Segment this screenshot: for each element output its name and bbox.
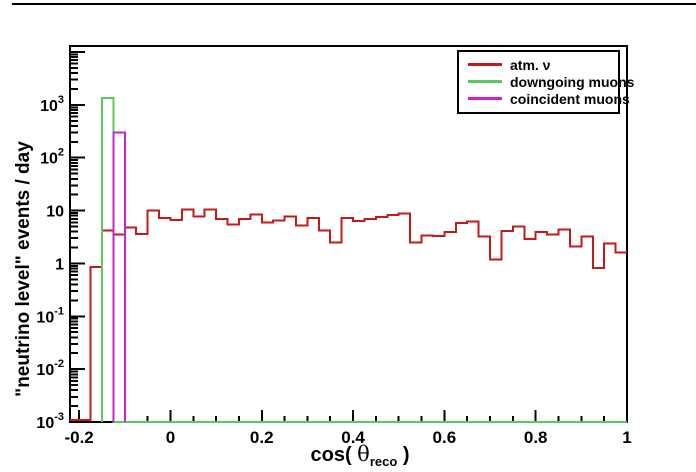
histogram-coincident-muons [112,131,126,422]
legend-entry-coincident-muons: coincident muons [459,91,630,107]
y-tick-label: 103 [40,94,64,115]
y-tick-label: 10-3 [36,411,64,432]
legend-entry-atm-nu: atm. ν [459,56,618,73]
canvas-border-line [12,3,696,5]
histogram-downgoing-muons [100,96,627,423]
x-title-suffix: ) [397,444,410,466]
x-tick-label: -0.2 [64,428,93,447]
theta-symbol: θ [357,442,370,466]
x-tick-label: 1 [622,428,631,447]
x-tick-label: 0.4 [341,428,365,447]
x-axis-title: cos( θreco ) [290,442,430,469]
x-tick-label: 0.8 [524,428,548,447]
histogram-atm-nu [70,208,627,421]
x-tick-label: 0.2 [250,428,274,447]
x-tick-label: 0.6 [433,428,457,447]
legend-label: atm. ν [510,56,551,73]
legend-label: coincident muons [510,90,630,107]
legend: atm. ν downgoing muons coincident muons [457,50,634,114]
legend-label: downgoing muons [510,73,635,90]
legend-swatch-downgoing-muons [468,80,502,83]
y-tick-label: 10 [46,204,64,221]
y-tick-label: 10-1 [36,305,64,326]
x-tick-label: 0 [166,428,175,447]
y-tick-label: 1 [55,256,64,273]
y-tick-label: 102 [40,147,64,168]
y-axis-title: "neutrino level" events / day [13,141,34,397]
x-title-prefix: cos( [310,444,358,466]
legend-entry-downgoing-muons: downgoing muons [459,74,634,90]
legend-swatch-coincident-muons [468,97,502,100]
legend-swatch-atm-nu [468,63,502,66]
x-title-subscript: reco [369,454,398,469]
y-tick-label: 10-2 [36,358,64,379]
